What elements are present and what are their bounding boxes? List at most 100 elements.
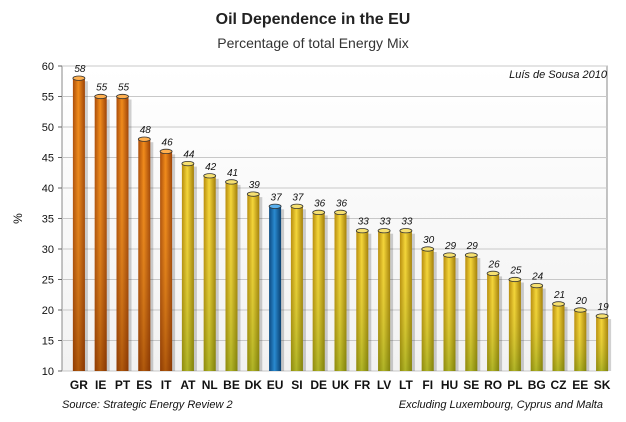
bar-shade [138,139,151,371]
bar-shade [225,181,238,371]
bar-shade [530,285,543,371]
category-label-lt: LT [399,378,413,392]
bar-ee [573,307,590,371]
value-label-at: 44 [183,150,195,161]
y-axis-ticks: 10 15 20 25 30 35 40 45 50 55 60 [42,61,62,378]
value-label-ie: 55 [96,83,108,94]
y-tick-label: 20 [42,305,54,317]
value-label-bg: 24 [531,272,544,283]
value-label-ro: 26 [488,259,501,270]
value-labels: 58 55 55 48 46 44 42 41 39 37 37 36 36 33 33 33 30 29 29 26… [74,64,609,313]
category-label-pl: PL [507,378,522,392]
bars [72,75,612,371]
author-annotation: Luís de Sousa 2010 [509,69,608,81]
category-label-fi: FI [422,378,433,392]
bar-cap [464,252,478,258]
category-label-si: SI [291,378,302,392]
bar-cap [334,209,347,215]
bar-lt [399,228,415,371]
category-label-eu: EU [267,378,284,392]
y-tick-label: 55 [42,92,54,104]
bar-body [269,206,282,371]
bar-cap [312,209,326,215]
bar-cap [159,148,173,154]
bar-cap [268,203,282,209]
value-label-fr: 33 [358,217,370,228]
y-tick-label: 35 [42,214,54,226]
bar-shade [378,230,391,371]
bar-shade [356,230,369,371]
category-label-pt: PT [115,378,131,392]
value-label-uk: 36 [336,198,348,209]
category-label-at: AT [180,378,196,392]
y-tick-label: 45 [42,153,54,165]
bar-uk [334,209,350,371]
bar-cap [508,276,522,283]
bar-shade [399,230,412,371]
bar-shade [94,96,107,371]
bar-cap [72,75,86,81]
bar-shade [247,194,260,371]
value-label-si: 37 [292,192,304,203]
bar-fr [355,228,372,371]
value-label-gr: 58 [74,64,86,75]
bar-dk [246,191,263,371]
y-tick-label: 15 [42,336,54,348]
bar-shade [116,96,129,371]
value-label-sk: 19 [598,302,610,313]
bar-cap [552,301,565,307]
y-tick-label: 40 [42,183,54,195]
category-label-sk: SK [594,378,611,392]
category-label-cz: CZ [551,378,567,392]
category-label-lv: LV [377,378,391,392]
bar-it [159,148,176,371]
bar-shade [574,310,587,371]
category-label-fr: FR [354,378,370,392]
bar-sk [595,313,612,371]
bar-shade [181,163,194,371]
bar-cap [225,179,238,185]
bar-gr [72,75,88,371]
bar-es [137,136,154,371]
bar-si [290,203,306,371]
bar-fi [421,246,437,371]
bar-ie [94,93,110,371]
bar-se [464,252,481,371]
bar-lv [377,228,394,371]
bar-cap [399,228,413,234]
bar-eu [268,203,285,371]
bar-shade [421,249,434,371]
bar-shade [290,206,303,371]
bar-cap [290,203,304,209]
bar-cap [137,136,151,142]
category-label-uk: UK [332,378,350,392]
value-label-pt: 55 [118,83,130,94]
chart-title: Oil Dependence in the EU [216,11,411,28]
bar-cap [181,161,195,167]
bar-ro [486,270,503,371]
bar-hu [443,252,459,371]
chart-subtitle: Percentage of total Energy Mix [217,35,408,51]
value-label-nl: 42 [205,162,217,173]
value-label-it: 46 [162,137,174,148]
bar-shade [334,212,347,371]
category-label-ro: RO [484,378,502,392]
exclusion-note: Excluding Luxembourg, Cyprus and Malta [399,399,603,411]
category-label-hu: HU [441,378,458,392]
value-label-hu: 29 [444,241,457,252]
bar-cap [595,313,609,319]
value-label-dk: 39 [249,180,261,191]
category-label-ie: IE [95,378,106,392]
category-label-de: DE [310,378,327,392]
category-label-es: ES [136,378,152,392]
bar-cap [116,93,129,100]
value-label-se: 29 [466,241,479,252]
value-label-lt: 33 [401,217,413,228]
value-label-es: 48 [140,125,152,136]
bar-cap [421,246,435,252]
value-label-be: 41 [227,168,238,179]
value-label-eu: 37 [271,192,283,203]
category-label-it: IT [161,378,172,392]
bar-cap [573,307,587,313]
